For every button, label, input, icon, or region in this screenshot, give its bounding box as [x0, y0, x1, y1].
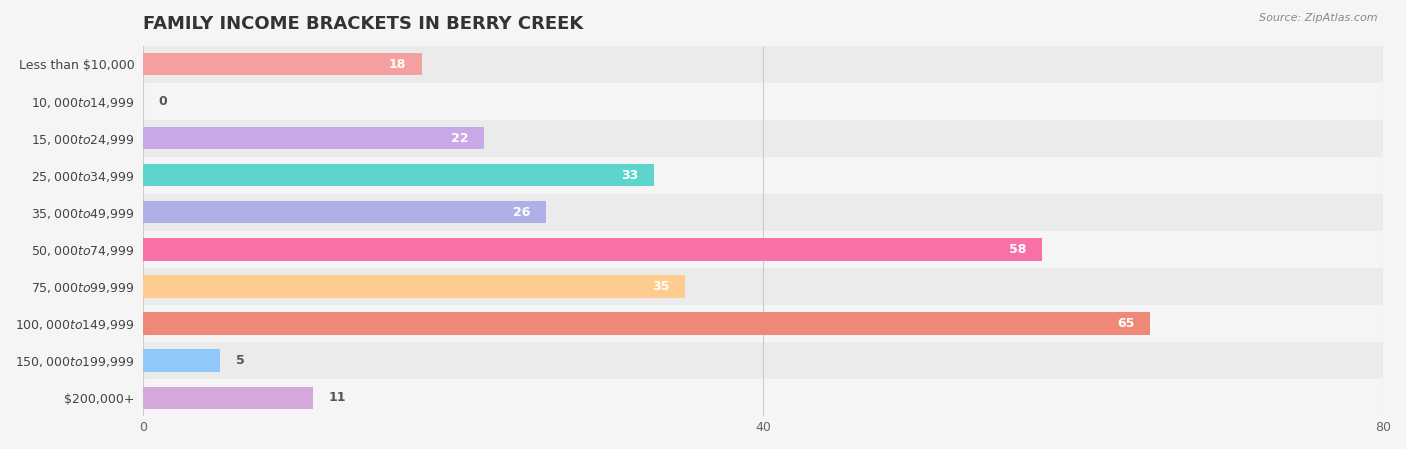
Bar: [143, 157, 1384, 194]
Text: 58: 58: [1010, 243, 1026, 256]
Bar: [143, 53, 422, 75]
Text: 26: 26: [513, 206, 530, 219]
Bar: [143, 194, 1384, 231]
Text: 5: 5: [236, 354, 245, 367]
Text: FAMILY INCOME BRACKETS IN BERRY CREEK: FAMILY INCOME BRACKETS IN BERRY CREEK: [143, 15, 583, 33]
Bar: [143, 238, 1042, 260]
Bar: [143, 164, 654, 186]
Text: 22: 22: [451, 132, 468, 145]
Text: 0: 0: [159, 95, 167, 108]
Text: 35: 35: [652, 280, 669, 293]
Bar: [143, 127, 484, 150]
Bar: [143, 83, 1384, 120]
Bar: [143, 342, 1384, 379]
Text: 11: 11: [329, 391, 346, 404]
Bar: [143, 349, 221, 372]
Bar: [143, 379, 1384, 416]
Text: 33: 33: [621, 169, 638, 182]
Bar: [143, 387, 314, 409]
Text: 65: 65: [1118, 317, 1135, 330]
Bar: [143, 305, 1384, 342]
Text: 18: 18: [389, 57, 406, 70]
Bar: [143, 120, 1384, 157]
Bar: [143, 231, 1384, 268]
Text: Source: ZipAtlas.com: Source: ZipAtlas.com: [1260, 13, 1378, 23]
Bar: [143, 46, 1384, 83]
Bar: [143, 201, 546, 224]
Bar: [143, 275, 685, 298]
Bar: [143, 268, 1384, 305]
Bar: [143, 313, 1150, 335]
